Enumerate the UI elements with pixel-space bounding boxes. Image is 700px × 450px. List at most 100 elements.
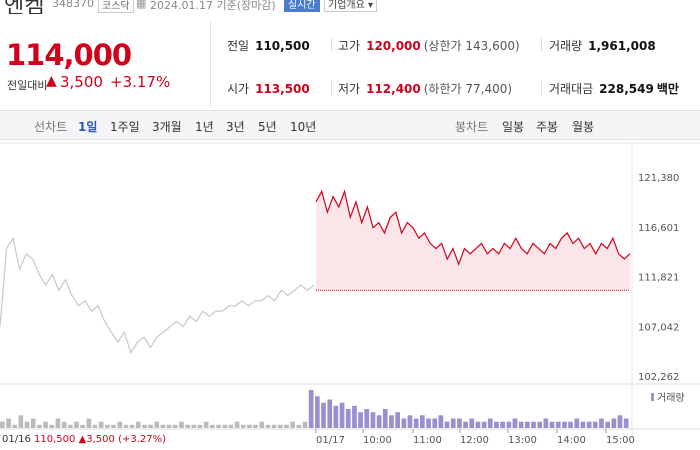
volume-bar (302, 421, 308, 428)
volume-bar (531, 421, 536, 428)
high-label: 고가 (338, 39, 361, 53)
footer-up-icon: ▲ (78, 434, 87, 445)
volume-value: 1,961,008 (588, 39, 656, 53)
amount-label: 거래대금 (549, 82, 594, 96)
volume-bar (358, 412, 363, 428)
volume-bar (407, 415, 413, 428)
triangle-up-icon: ▲ (46, 73, 57, 89)
stock-header: 엔켐 348370 코스닥 ▦ 2024.01.17 기준(장마감) 실시간 기… (0, 0, 700, 14)
tab-weekly-candle[interactable]: 주봉 (536, 120, 559, 134)
volume-bar (296, 424, 302, 428)
upper-limit: (상한가 143,600) (423, 39, 520, 53)
volume-bar (105, 424, 110, 428)
volume-bar (247, 424, 252, 428)
market-badge: 코스닥 (98, 0, 134, 13)
amount-value: 228,549 (599, 82, 654, 96)
volume-bar (549, 421, 555, 428)
volume-bar (444, 421, 450, 428)
company-info-dropdown[interactable]: 기업개요 ▾ (324, 0, 378, 12)
high-cell: 고가 120,000 (상한가 143,600) (338, 37, 520, 54)
volume-bar (135, 421, 141, 428)
volume-bar (210, 424, 215, 428)
volume-bar (463, 421, 468, 428)
volume-bar (469, 418, 475, 428)
tab-3m[interactable]: 3개월 (152, 120, 182, 134)
x-tick-label: 11:00 (413, 435, 442, 446)
divider (541, 38, 542, 52)
volume-bar (592, 421, 598, 428)
volume-bar (426, 418, 431, 428)
volume-bar (160, 424, 166, 428)
y-tick-label: 116,601 (638, 223, 679, 234)
volume-bar (525, 421, 530, 428)
volume-bar (154, 421, 160, 428)
volume-bar (562, 421, 567, 428)
volume-bar (321, 402, 326, 428)
volume-bar (512, 418, 518, 428)
volume-bar (333, 405, 339, 428)
volume-bar (327, 399, 333, 428)
x-tick-label: 10:00 (363, 435, 392, 446)
tab-5y[interactable]: 5년 (258, 120, 277, 134)
x-tick-label: 15:00 (606, 435, 635, 446)
tab-10y[interactable]: 10년 (290, 120, 317, 134)
amount-unit: 백만 (656, 82, 679, 96)
volume-bar (401, 418, 407, 428)
volume-bar (475, 421, 481, 428)
volume-bar (370, 412, 376, 428)
volume-bar (216, 424, 221, 428)
chart-tabs: 선차트 1일 1주일 3개월 1년 3년 5년 10년 봉차트 일봉 주봉 월봉 (0, 110, 700, 140)
volume-bar (271, 424, 277, 428)
volume-bar (623, 418, 629, 428)
volume-bar (450, 418, 456, 428)
tab-daily-candle[interactable]: 일봉 (502, 120, 525, 134)
volume-bar (352, 405, 357, 428)
volume-bar (599, 418, 604, 428)
amount-cell: 거래대금 228,549 백만 (549, 80, 679, 97)
price-chart[interactable]: 121,380 116,601 111,821 107,042 102,262 거래량 01… (0, 140, 700, 450)
volume-bar (494, 421, 499, 428)
volume-bar (364, 409, 370, 428)
volume-bar (228, 424, 234, 428)
volume-bar (438, 415, 444, 428)
chart-canvas: 121,380 116,601 111,821 107,042 102,262 거래량 01… (0, 142, 700, 446)
tab-1d[interactable]: 1일 (78, 120, 98, 134)
high-value: 120,000 (366, 39, 421, 53)
volume-bar (111, 424, 116, 428)
volume-bar (86, 418, 92, 428)
volume-bar (345, 409, 351, 428)
volume-bar (222, 424, 228, 428)
volume-bar (80, 424, 85, 428)
y-tick-label: 107,042 (638, 322, 679, 333)
volume-bar (240, 424, 246, 428)
volume-cell: 거래량 1,961,008 (549, 37, 656, 54)
price-change: 3,500 (60, 73, 103, 91)
volume-bar (457, 418, 462, 428)
volume-bar (420, 415, 425, 428)
volume-bar (265, 424, 271, 428)
volume-bar (500, 421, 505, 428)
volume-bar (339, 402, 345, 428)
volume-bar (537, 421, 543, 428)
volume-bar (580, 421, 586, 428)
volume-bar (43, 421, 48, 428)
tab-1y[interactable]: 1년 (195, 120, 214, 134)
volume-bar (49, 424, 55, 428)
volume-bar (123, 424, 129, 428)
volume-bar (518, 421, 524, 428)
volume-bar (74, 421, 79, 428)
footer-rate: (+3.27%) (118, 434, 167, 445)
volume-bar (481, 421, 487, 428)
divider (331, 38, 332, 52)
volume-bar (24, 421, 30, 428)
realtime-button[interactable]: 실시간 (284, 0, 320, 12)
open-cell: 시가 113,500 (227, 80, 310, 97)
footer-close: 110,500 (34, 434, 76, 445)
volume-bar (555, 421, 561, 428)
tab-3y[interactable]: 3년 (226, 120, 245, 134)
tab-1w[interactable]: 1주일 (110, 120, 140, 134)
tab-monthly-candle[interactable]: 월봉 (572, 120, 595, 134)
volume-bar (18, 415, 24, 428)
line-chart-label: 선차트 (34, 120, 68, 134)
volume-label: 거래량 (549, 39, 583, 53)
